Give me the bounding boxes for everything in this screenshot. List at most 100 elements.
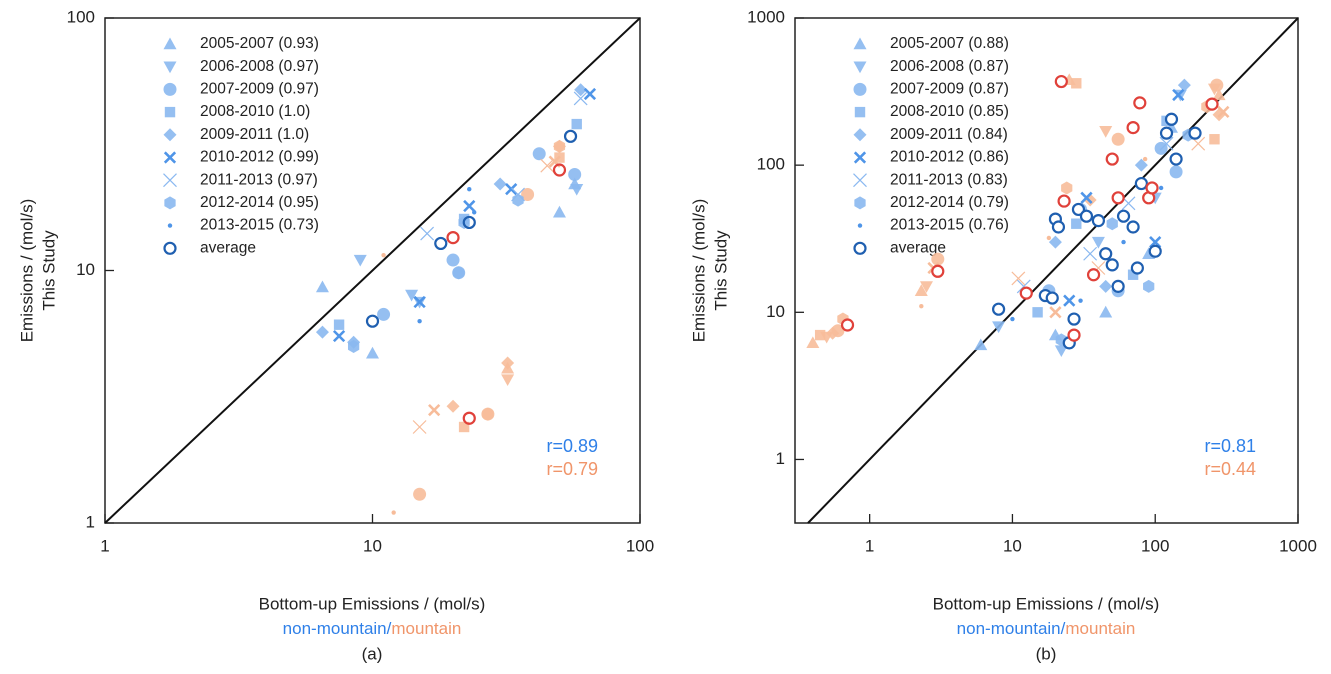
marker: [1079, 209, 1094, 223]
marker: [1172, 88, 1185, 102]
marker: [405, 289, 419, 302]
marker: [1091, 213, 1106, 228]
x-tick-label: 100: [1141, 536, 1169, 555]
y-tick-label: 1000: [747, 7, 785, 26]
marker: [353, 254, 367, 267]
marker: [574, 83, 588, 97]
legend-marker: [163, 61, 177, 74]
legend-marker: [163, 128, 177, 142]
legend-marker: [163, 173, 177, 188]
marker: [446, 230, 460, 245]
marker: [553, 139, 566, 153]
marker: [1105, 152, 1119, 166]
x-label-part: non-mountain: [283, 619, 387, 638]
plot-frame: [794, 17, 1299, 524]
marker: [521, 187, 535, 201]
marker: [1057, 194, 1071, 208]
marker: [1212, 88, 1226, 101]
panel-label: (a): [362, 644, 383, 663]
marker: [413, 487, 427, 501]
y-tick-label: 10: [76, 260, 95, 279]
marker: [540, 158, 555, 173]
marker: [1134, 158, 1148, 172]
marker: [1111, 132, 1125, 146]
marker: [1091, 236, 1105, 249]
marker: [919, 304, 924, 309]
legend-label: 2009-2011 (0.84): [890, 126, 1008, 143]
marker: [1158, 185, 1164, 191]
x-label-part: mountain: [1065, 619, 1135, 638]
marker: [1177, 78, 1191, 92]
marker: [931, 252, 945, 266]
marker: [974, 338, 988, 351]
marker: [1205, 97, 1219, 111]
legend-marker: [853, 151, 867, 164]
marker: [501, 374, 515, 387]
panel-label: (b): [1036, 644, 1057, 663]
marker: [532, 147, 546, 161]
marker: [413, 295, 426, 309]
x-label-part: /: [1061, 619, 1066, 638]
marker: [1126, 120, 1140, 135]
marker: [493, 177, 507, 191]
x-tick-label: 10: [363, 536, 382, 555]
marker: [1099, 126, 1113, 138]
marker: [1099, 279, 1113, 293]
marker: [1164, 112, 1179, 126]
marker: [1080, 191, 1093, 204]
marker: [1049, 306, 1062, 319]
marker: [1134, 176, 1148, 191]
marker: [1083, 246, 1098, 261]
y-tick-label: 10: [766, 302, 785, 321]
marker: [467, 186, 472, 192]
marker: [1078, 298, 1083, 303]
marker: [412, 420, 427, 434]
legend-label: 2007-2009 (0.97): [200, 80, 319, 97]
marker: [366, 346, 379, 359]
marker: [1148, 244, 1162, 258]
marker: [1032, 307, 1043, 318]
y-tick-label: 1: [776, 449, 785, 468]
marker: [391, 510, 396, 515]
legend-label: 2012-2014 (0.95): [200, 194, 319, 211]
legend-label: 2009-2011 (1.0): [200, 126, 309, 143]
marker: [446, 399, 460, 413]
marker: [1111, 191, 1125, 205]
marker: [1209, 134, 1220, 145]
legend-marker: [164, 196, 176, 210]
marker: [1071, 218, 1082, 229]
correlation-label: r=0.44: [1204, 459, 1256, 479]
marker: [1217, 105, 1230, 119]
legend-label: 2007-2009 (0.87): [890, 80, 1009, 97]
marker: [1159, 126, 1174, 140]
x-label-part: /: [387, 619, 392, 638]
marker: [571, 118, 582, 130]
marker: [1149, 235, 1162, 249]
legend-marker: [853, 82, 867, 96]
marker: [552, 163, 567, 177]
marker: [1145, 181, 1159, 195]
y-axis-label: This Study: [711, 230, 730, 311]
marker: [992, 302, 1006, 316]
marker: [428, 403, 441, 417]
legend-marker: [167, 223, 173, 228]
marker: [1045, 291, 1059, 305]
marker: [453, 266, 465, 280]
marker: [1054, 74, 1068, 89]
legend-marker: [163, 37, 177, 50]
marker: [1106, 217, 1118, 231]
x-axis-sublabel: non-mountain/mountain: [957, 619, 1136, 638]
marker: [814, 329, 826, 341]
legend-label: 2008-2010 (1.0): [200, 103, 310, 120]
x-tick-label: 100: [626, 536, 654, 555]
marker: [1067, 328, 1081, 342]
marker: [332, 329, 346, 343]
legend-marker: [853, 173, 867, 188]
legend-label: 2006-2008 (0.87): [890, 58, 1009, 75]
marker: [570, 183, 584, 196]
marker: [826, 326, 840, 340]
marker: [505, 183, 518, 196]
legend-marker: [164, 106, 176, 118]
correlation-label: r=0.79: [546, 459, 598, 479]
